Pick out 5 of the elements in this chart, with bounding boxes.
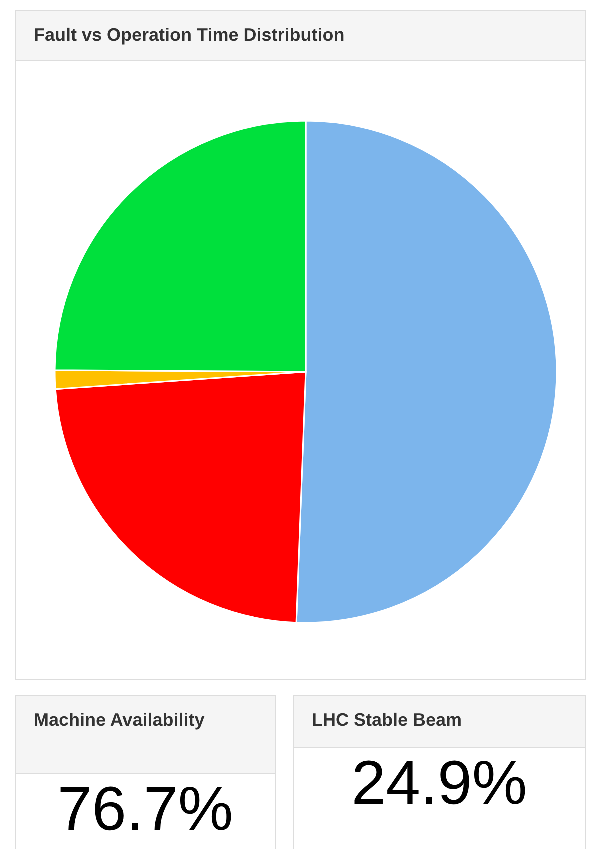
chart-title: Fault vs Operation Time Distribution xyxy=(16,11,585,61)
text: 24.9% xyxy=(350,748,528,820)
text: 76.7% xyxy=(56,774,234,846)
text: Machine Availability xyxy=(16,696,275,774)
text: LHC Stable Beam xyxy=(294,696,585,748)
